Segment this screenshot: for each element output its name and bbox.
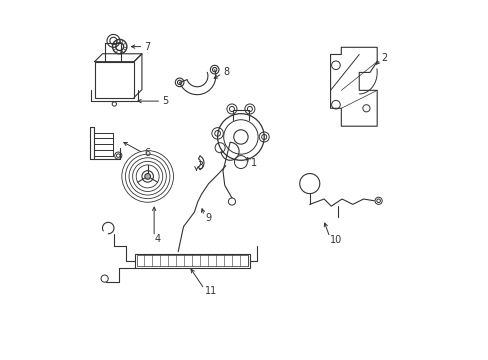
Text: 11: 11 xyxy=(204,286,217,296)
Circle shape xyxy=(142,171,153,182)
Text: 5: 5 xyxy=(162,96,168,106)
Text: 1: 1 xyxy=(250,158,257,168)
Text: 3: 3 xyxy=(197,161,203,171)
Circle shape xyxy=(233,130,247,144)
Bar xyxy=(94,62,134,98)
Text: 10: 10 xyxy=(329,235,342,245)
Circle shape xyxy=(144,174,150,179)
Text: 7: 7 xyxy=(144,42,150,51)
Bar xyxy=(135,253,249,268)
Text: 4: 4 xyxy=(154,234,160,244)
Text: 2: 2 xyxy=(381,53,387,63)
Text: 6: 6 xyxy=(144,148,150,158)
Text: 8: 8 xyxy=(223,67,229,77)
Text: 9: 9 xyxy=(204,213,211,222)
Bar xyxy=(137,255,247,266)
